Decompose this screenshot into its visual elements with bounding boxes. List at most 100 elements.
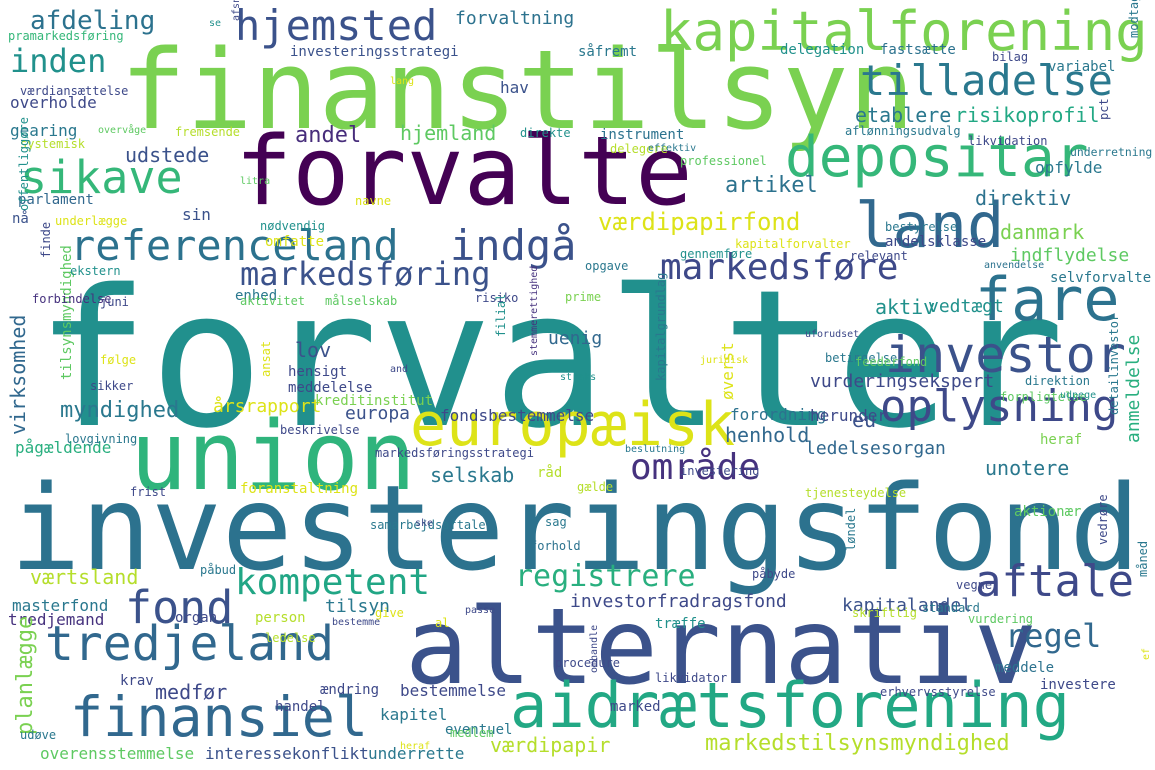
word-aktiv: aktiv	[875, 295, 936, 319]
word-tredjemand: tredjemand	[8, 610, 105, 629]
word-vurdering: vurdering	[968, 612, 1034, 626]
word-tilsyn: tilsyn	[325, 596, 391, 617]
word-andelsklasse: andelsklasse	[885, 234, 987, 250]
word-uforudset: uforudset	[805, 329, 860, 340]
word-alternativ: alternativ	[405, 586, 1038, 708]
word-overvage: overvåge	[98, 125, 147, 136]
word-enhed: enhed	[235, 288, 278, 304]
word-vaertsland: værtsland	[30, 565, 139, 589]
word-hjemland: hjemland	[400, 121, 497, 145]
word-lang: lang	[390, 76, 415, 87]
word-tilladelse: tilladelse	[860, 56, 1113, 105]
word-unotere: unotere	[985, 456, 1070, 480]
word-markedsforingsstrategi: markedsføringsstrategi	[375, 446, 534, 460]
word-forbindelse: forbindelse	[32, 292, 112, 306]
word-pct: pct	[1097, 98, 1111, 120]
word-pramarkedsforing: pramarkedsføring	[8, 29, 124, 43]
word-beslutning: beslutning	[625, 444, 686, 455]
word-meddelelse: meddelelse	[288, 380, 373, 396]
word-systemisk: systemisk	[20, 137, 86, 151]
word-londel: løndel	[844, 507, 858, 551]
word-omhandle: omhandle	[589, 624, 600, 673]
word-sin: sin	[182, 205, 211, 224]
word-virksomhed: virksomhed	[6, 314, 30, 435]
word-markedsfore: markedsføre	[660, 247, 899, 288]
word-union: union	[130, 402, 416, 512]
word-lov: lov	[295, 338, 332, 362]
word-markedsforing: markedsføring	[240, 255, 491, 293]
word-hensigt: hensigt	[288, 364, 348, 380]
word-ske: ske	[415, 518, 434, 529]
word-selskab: selskab	[430, 463, 515, 487]
word-krav: krav	[120, 673, 154, 689]
word-procedure: procedure	[555, 656, 621, 670]
word-arsrapport: årsrapport	[213, 396, 322, 417]
word-forordning: forordning	[730, 405, 827, 424]
word-bilag: bilag	[992, 50, 1029, 64]
word-etablere: etablere	[855, 103, 952, 127]
word-vegne: vegne	[956, 578, 993, 592]
word-beskrivelse: beskrivelse	[280, 423, 360, 437]
word-interessekonflikt: interessekonflikt	[205, 744, 369, 763]
word-eventuel: eventuel	[445, 722, 513, 738]
word-person: person	[255, 610, 306, 626]
word-direkte: direkte	[520, 126, 571, 140]
word-depositar: depositar	[785, 125, 1089, 190]
word-se: se	[209, 18, 222, 29]
word-markedstilsynsmyndighed: markedstilsynsmyndighed	[705, 731, 1010, 756]
word-anvendelse: anvendelse	[984, 260, 1045, 271]
word-afsnit: afsnit	[231, 0, 242, 21]
word-aendring: ændring	[320, 682, 380, 698]
word-regel: regel	[1005, 617, 1102, 655]
word-filial: filial	[494, 293, 508, 337]
word-marked: marked	[610, 699, 661, 715]
word-vaerdiansaettelse: værdiansættelse	[20, 84, 129, 98]
word-kompetent: kompetent	[235, 562, 431, 603]
word-pagaeldende: pågældende	[15, 438, 112, 457]
word-effektiv: effektiv	[648, 143, 697, 154]
word-masterfond: masterfond	[12, 596, 109, 615]
word-afdeling: afdeling	[30, 6, 156, 36]
word-direktion: direktion	[1025, 374, 1091, 388]
word-navne: navne	[355, 194, 392, 208]
word-feederfond: feederfond	[855, 355, 928, 369]
word-investering: investering	[680, 464, 760, 478]
word-hjemsted: hjemsted	[235, 1, 438, 50]
word-forhold: forhold	[530, 539, 581, 553]
word-heraf: heraf	[1040, 432, 1083, 448]
word-investorfradragsfond: investorfradragsfond	[570, 591, 787, 612]
word-land: land	[855, 189, 1005, 262]
word-omfatte: omfatte	[265, 234, 325, 250]
word-traeffe: træffe	[655, 616, 706, 632]
word-overensstemmelse: overensstemmelse	[40, 744, 195, 763]
word-parlament: parlament	[18, 192, 94, 208]
word-and: and	[390, 364, 409, 375]
word-planlaegge: planlægge	[13, 615, 38, 735]
word-udstede: udstede	[125, 143, 210, 167]
word-juni: juni	[100, 295, 129, 309]
word-herunder: herunder	[810, 406, 888, 425]
word-fremsende: fremsende	[175, 125, 241, 139]
word-underlaegge: underlægge	[55, 214, 128, 228]
word-gaelde: gælde	[577, 480, 614, 494]
word-forvaltning: forvaltning	[455, 8, 575, 29]
word-foranstaltning: foranstaltning	[240, 481, 359, 497]
word-uenig: uenig	[548, 328, 603, 349]
word-opfylde: opfylde	[1035, 158, 1103, 177]
word-ansat: ansat	[259, 340, 273, 377]
word-aktivitet: aktivitet	[240, 294, 306, 308]
word-finansiel: finansiel	[70, 685, 369, 749]
word-bestemmelse: bestemmelse	[400, 681, 506, 700]
word-underretning: underretning	[1070, 145, 1153, 159]
word-forpligtelse: forpligtelse	[1000, 390, 1087, 404]
word-pabud: påbud	[200, 563, 237, 577]
word-gearing: gearing	[10, 121, 78, 140]
word-ekstern: ekstern	[70, 264, 121, 278]
word-instrument: instrument	[600, 127, 685, 143]
word-delegation: delegation	[780, 42, 865, 58]
word-investor: investor	[885, 326, 1126, 384]
word-ef: ef	[1141, 647, 1152, 660]
word-maned: måned	[1136, 540, 1150, 577]
word-erhvervsstyrelse: erhvervsstyrelse	[880, 685, 996, 699]
